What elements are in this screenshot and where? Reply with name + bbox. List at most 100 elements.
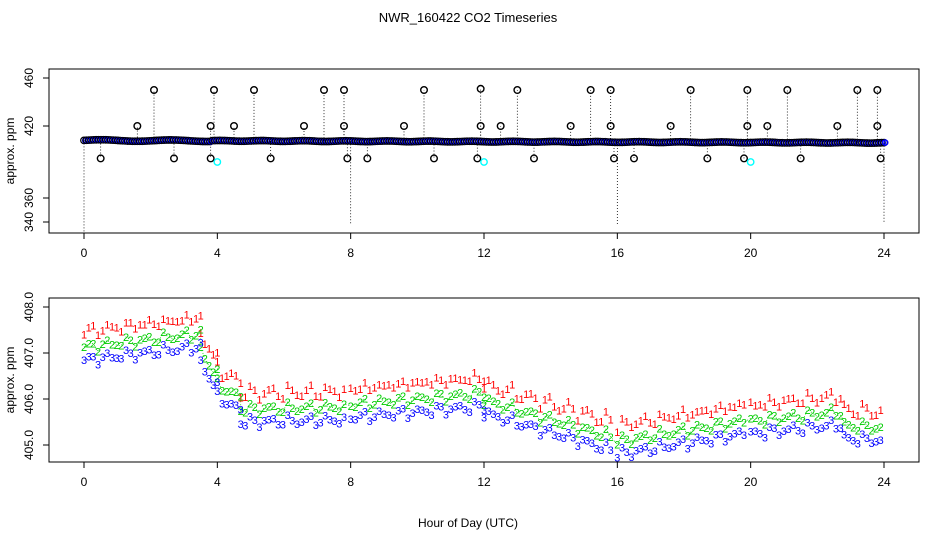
spike-point	[363, 154, 372, 163]
spike-point	[740, 154, 749, 163]
series-3-point: 3	[570, 433, 576, 445]
series-3-point: 3	[118, 354, 124, 366]
series-1-point: 1	[642, 411, 648, 423]
series-2-point: 2	[614, 439, 620, 451]
cyan-point	[746, 158, 755, 166]
series-1-point: 1	[424, 377, 430, 389]
series-2-point: 2	[179, 329, 185, 341]
series-1-point: 1	[322, 382, 328, 394]
series-3-point: 3	[790, 420, 796, 432]
series-2-point: 2	[767, 409, 773, 421]
series-1-point: 1	[410, 377, 416, 389]
spike-point	[340, 121, 349, 130]
series-3-point: 3	[210, 380, 216, 392]
series-1-point: 1	[638, 415, 644, 427]
series-2-point: 2	[210, 367, 216, 379]
series-3-point: 3	[160, 340, 166, 352]
series-1-point: 1	[814, 397, 820, 409]
series-1-point: 1	[252, 385, 258, 397]
series-1-point: 1	[86, 323, 92, 335]
series-3-point: 3	[429, 410, 435, 422]
series-2-point: 2	[547, 409, 553, 421]
series-2-point: 2	[781, 413, 787, 425]
series-1-point: 1	[443, 379, 449, 391]
series-3-point: 3	[193, 344, 199, 356]
series-3-point: 3	[800, 428, 806, 440]
series-1-point: 1	[308, 380, 314, 392]
series-2-point: 2	[642, 429, 648, 441]
series-2-point: 2	[424, 394, 430, 406]
series-2-point: 2	[184, 325, 190, 337]
series-2-point: 2	[855, 426, 861, 438]
series-1-point: 1	[855, 410, 861, 422]
series-1-point: 1	[381, 381, 387, 393]
chart-title: NWR_160422 CO2 Timeseries	[379, 10, 558, 25]
series-1-point: 1	[202, 339, 208, 351]
series-3-point: 3	[471, 396, 477, 408]
series-2-point: 2	[294, 406, 300, 418]
series-2-point: 2	[868, 425, 874, 437]
spike-point	[873, 85, 882, 94]
series-1-point: 1	[841, 399, 847, 411]
series-1-point: 1	[367, 385, 373, 397]
series-1-point: 1	[170, 316, 176, 328]
series-2-point: 2	[95, 347, 101, 359]
series-3-point: 3	[500, 417, 506, 429]
series-3-point: 3	[156, 350, 162, 362]
series-2-point: 2	[523, 406, 529, 418]
series-2-point: 2	[790, 407, 796, 419]
averages-panel: approx. ppm 0 4 8 12 16 20 24405.0406.0407.040…	[3, 292, 920, 489]
series-1-point: 1	[551, 402, 557, 414]
series-1-point: 1	[142, 319, 148, 331]
series-3-point: 3	[476, 399, 482, 411]
series-3-point: 3	[405, 413, 411, 425]
spike-point	[320, 85, 329, 94]
series-3-point: 3	[748, 426, 754, 438]
series-3-point: 3	[859, 429, 865, 441]
series-3-point: 3	[247, 412, 253, 424]
series-2-point: 2	[410, 395, 416, 407]
series-2-point: 2	[313, 407, 319, 419]
x-tick-label: 0	[81, 475, 88, 489]
x-tick-label: 4	[214, 246, 221, 260]
series-3-point: 3	[188, 347, 194, 359]
series-1-point: 1	[160, 314, 166, 326]
series-2-point: 2	[386, 397, 392, 409]
series-1-point: 1	[828, 387, 834, 399]
series-3-point: 3	[841, 430, 847, 442]
y-tick-label: 460	[22, 68, 36, 88]
series-3-point: 3	[198, 338, 204, 350]
spike-point	[743, 85, 752, 94]
series-1-point: 1	[633, 419, 639, 431]
series-2-point: 2	[238, 406, 244, 418]
series-2-point: 2	[680, 421, 686, 433]
series-2-point: 2	[160, 327, 166, 339]
series-3-point: 3	[266, 415, 272, 427]
series-3-point: 3	[846, 433, 852, 445]
series-2-point: 2	[476, 387, 482, 399]
series-1-point: 1	[762, 401, 768, 413]
spike-point	[343, 154, 352, 163]
series-1-point: 1	[666, 413, 672, 425]
series-1-point: 1	[242, 392, 248, 404]
series-1-point: 1	[713, 404, 719, 416]
spike-point	[209, 85, 218, 94]
series-2-point: 2	[142, 333, 148, 345]
raw-point-blue	[881, 139, 889, 146]
series-2-point: 2	[846, 420, 852, 432]
series-1-point: 1	[419, 378, 425, 390]
series-1-point: 1	[104, 320, 110, 332]
series-2-point: 2	[736, 413, 742, 425]
series-1-point: 1	[736, 398, 742, 410]
series-1-point: 1	[776, 402, 782, 414]
series-1-point: 1	[280, 393, 286, 405]
spike-point	[833, 121, 842, 130]
series-3-point: 3	[694, 432, 700, 444]
series-1-point: 1	[533, 393, 539, 405]
series-2-point: 2	[128, 335, 134, 347]
series-3-point: 3	[594, 443, 600, 455]
series-2-point: 2	[800, 415, 806, 427]
series-1-point: 1	[561, 403, 567, 415]
series-2-point: 2	[481, 392, 487, 404]
